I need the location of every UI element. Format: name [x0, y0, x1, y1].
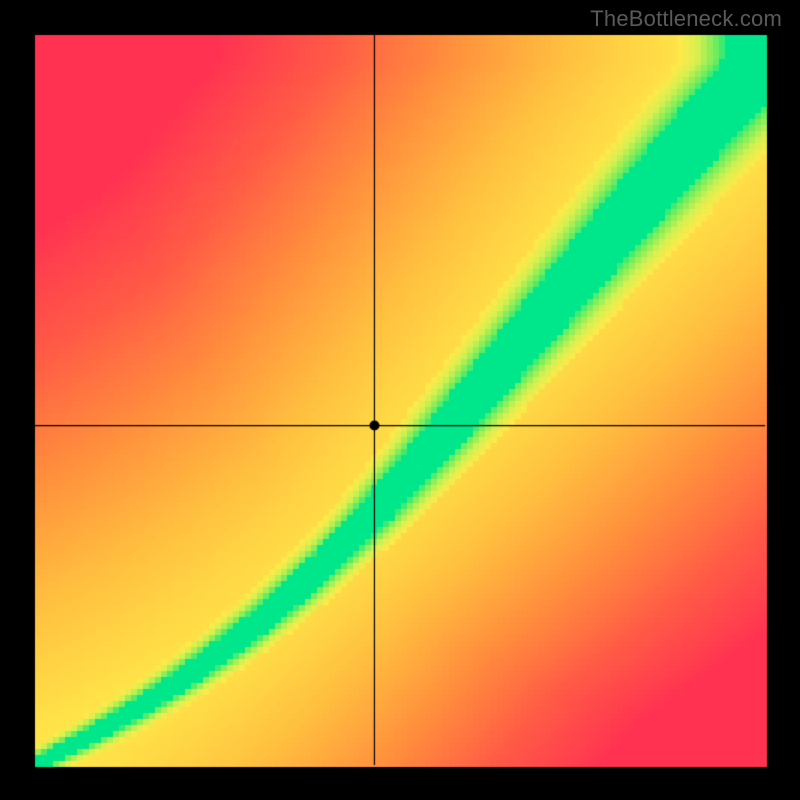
chart-container: TheBottleneck.com — [0, 0, 800, 800]
watermark-text: TheBottleneck.com — [590, 6, 782, 32]
bottleneck-heatmap — [0, 0, 800, 800]
